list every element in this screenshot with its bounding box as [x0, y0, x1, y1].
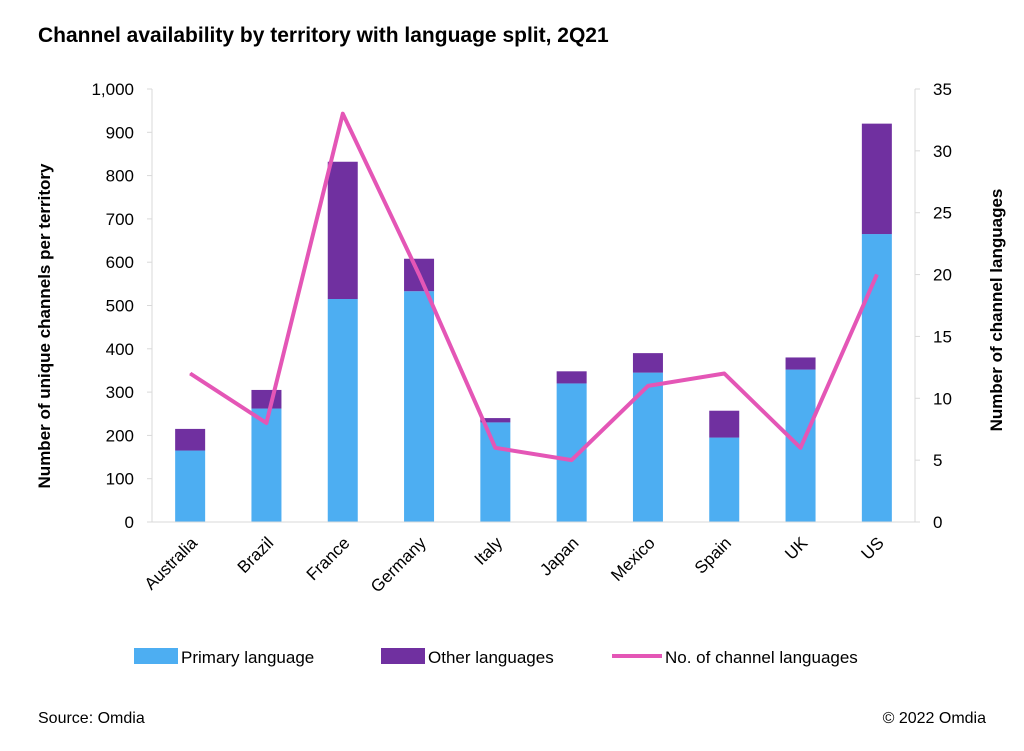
bar-primary-japan: [556, 383, 587, 522]
x-tick-label: Australia: [141, 533, 202, 594]
x-tick-label: France: [303, 533, 354, 584]
line-point-france: [342, 113, 344, 115]
y-tick-label: 200: [106, 426, 134, 445]
line-series: [189, 111, 879, 463]
y2-tick-label: 10: [933, 389, 952, 408]
legend-swatch-primary: [134, 648, 178, 664]
y2-tick-label: 5: [933, 451, 942, 470]
bar-primary-france: [327, 299, 358, 522]
x-tick-label: Mexico: [607, 533, 659, 585]
y-tick-label: 500: [106, 297, 134, 316]
bar-primary-spain: [709, 437, 740, 522]
legend-swatch-other: [381, 648, 425, 664]
y2-tick-label: 15: [933, 327, 952, 346]
line-point-italy: [494, 447, 496, 449]
copyright-note: © 2022 Omdia: [882, 710, 986, 727]
line-point-australia: [189, 373, 191, 375]
bar-other-australia: [175, 428, 206, 451]
line-point-mexico: [647, 385, 649, 387]
line-point-us: [876, 274, 878, 276]
bar-primary-germany: [404, 291, 435, 522]
x-tick-label: Germany: [367, 533, 430, 596]
bar-primary-australia: [175, 450, 206, 522]
legend: Primary language Other languages No. of …: [134, 648, 858, 667]
bar-other-japan: [556, 371, 587, 384]
line-point-brazil: [265, 422, 267, 424]
legend-label-line: No. of channel languages: [665, 648, 858, 667]
x-tick-label: UK: [781, 533, 812, 564]
bar-primary-us: [861, 234, 892, 522]
line-point-germany: [418, 274, 420, 276]
chart-title: Channel availability by territory with l…: [38, 24, 609, 47]
y2-axis-ticks: 0 5 10 15 20 25 30 35: [915, 80, 952, 532]
y-tick-label: 100: [106, 470, 134, 489]
bars: [175, 123, 892, 522]
bar-primary-italy: [480, 422, 511, 522]
line-channel-languages: [189, 111, 879, 463]
x-tick-label: US: [858, 533, 888, 563]
y-tick-label: 600: [106, 253, 134, 272]
y-tick-label: 1,000: [91, 80, 134, 99]
axes: [151, 89, 916, 523]
source-note: Source: Omdia: [38, 710, 145, 727]
bar-other-france: [327, 161, 358, 300]
bar-primary-brazil: [251, 408, 282, 522]
y-tick-label: 0: [125, 513, 134, 532]
y2-tick-label: 30: [933, 142, 952, 161]
bar-other-spain: [709, 410, 740, 438]
legend-label-primary: Primary language: [181, 648, 314, 667]
line-point-spain: [723, 373, 725, 375]
x-tick-label: Japan: [536, 533, 582, 579]
y2-tick-label: 0: [933, 513, 942, 532]
x-tick-label: Brazil: [234, 533, 277, 576]
y-axis-ticks: 0 100 200 300 400 500 600 700 800 900 1,000: [91, 80, 152, 532]
bar-other-us: [861, 123, 892, 235]
y2-tick-label: 35: [933, 80, 952, 99]
y2-tick-label: 25: [933, 204, 952, 223]
y-tick-label: 900: [106, 123, 134, 142]
y2-axis-title: Number of channel languages: [987, 189, 1006, 432]
bar-other-mexico: [632, 353, 663, 373]
chart: 0 100 200 300 400 500 600 700 800 900 1,000 0 5 10 15…: [35, 80, 1006, 667]
bar-other-uk: [785, 357, 816, 370]
y-tick-label: 400: [106, 340, 134, 359]
bar-other-brazil: [251, 389, 282, 409]
bar-other-italy: [480, 418, 511, 423]
y-tick-label: 800: [106, 167, 134, 186]
line-point-uk: [800, 447, 802, 449]
legend-label-other: Other languages: [428, 648, 554, 667]
y-tick-label: 700: [106, 210, 134, 229]
x-tick-label: Italy: [471, 533, 507, 569]
x-axis-ticks: Australia Brazil France Germany Italy Japan Me…: [141, 533, 888, 596]
line-point-japan: [571, 459, 573, 461]
y-tick-label: 300: [106, 383, 134, 402]
y2-tick-label: 20: [933, 266, 952, 285]
x-tick-label: Spain: [691, 533, 735, 577]
y-axis-title: Number of unique channels per territory: [35, 163, 54, 488]
